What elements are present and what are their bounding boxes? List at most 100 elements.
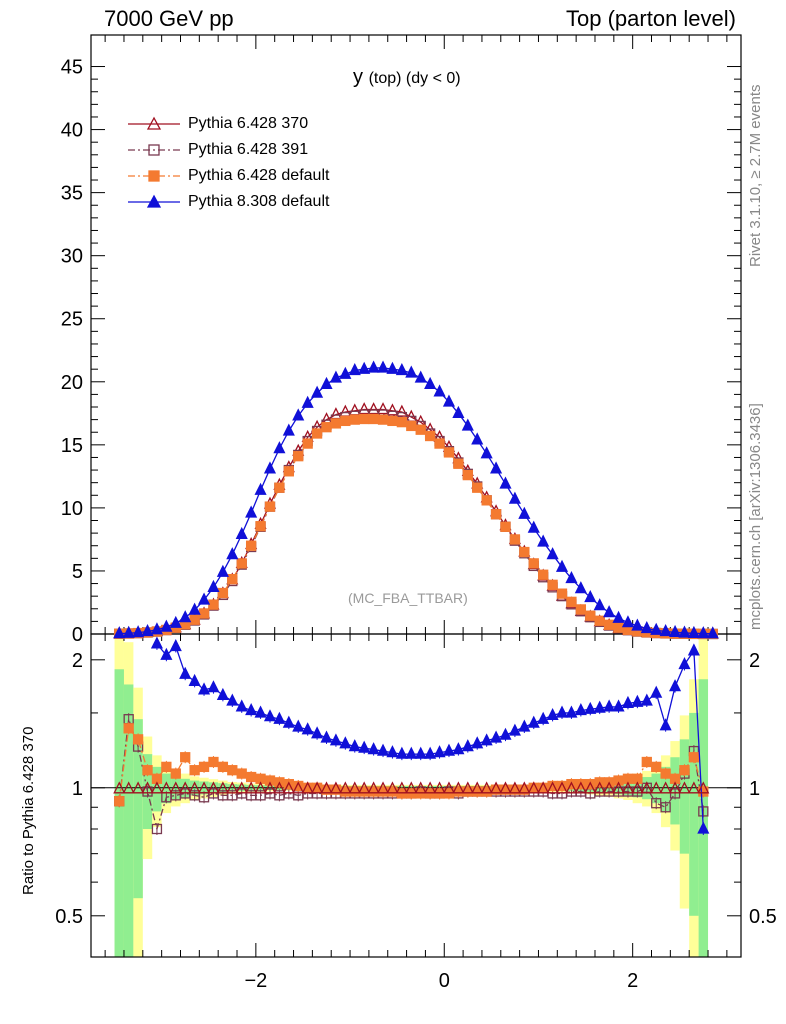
- data-point-p370: [386, 403, 399, 416]
- ratio-y-tick-label: 2: [72, 650, 83, 672]
- ratio-point-p8: [461, 739, 474, 752]
- data-point-p8: [122, 625, 135, 638]
- data-point-p370: [376, 402, 390, 415]
- ratio-point-p370: [405, 781, 418, 794]
- ratio-point-p8: [697, 821, 710, 834]
- data-point-p8: [565, 571, 578, 584]
- ratio-point-p370: [527, 781, 540, 794]
- ratio-point-p8: [188, 673, 201, 686]
- ratio-point-p370: [254, 781, 267, 794]
- ratio-point-p370: [329, 781, 342, 794]
- ratio-point-p370: [160, 781, 173, 794]
- ratio-point-p370: [197, 781, 211, 794]
- ratio-point-pdef: [123, 723, 134, 734]
- data-point-pdef: [424, 430, 436, 442]
- data-point-p8: [499, 476, 512, 489]
- ratio-point-p8: [650, 685, 663, 698]
- data-point-pdef: [443, 447, 455, 458]
- data-point-p8: [650, 622, 663, 635]
- data-point-p8: [339, 366, 352, 379]
- ratio-point-p8: [329, 733, 342, 746]
- ratio-point-p370: [216, 781, 229, 794]
- data-point-pdef: [208, 599, 219, 610]
- uncertainty-band-inner: [133, 719, 143, 899]
- data-point-p8: [311, 385, 324, 398]
- ratio-point-p370: [621, 781, 635, 794]
- data-point-pdef: [264, 501, 276, 512]
- data-point-p8: [273, 441, 286, 454]
- data-point-p8: [358, 361, 371, 374]
- ratio-point-p370: [207, 781, 220, 794]
- ratio-point-p370: [235, 781, 248, 794]
- data-point-p8: [546, 547, 559, 560]
- data-point-pdef: [340, 415, 351, 427]
- ratio-point-p370: [508, 781, 521, 794]
- ratio-point-p370: [471, 781, 484, 794]
- data-point-p8: [245, 505, 258, 518]
- data-point-p8: [471, 432, 484, 445]
- data-point-p8: [612, 610, 625, 623]
- ratio-y-tick-label: 0.5: [55, 906, 83, 928]
- ratio-point-p8: [367, 742, 380, 755]
- data-point-p8: [254, 482, 267, 495]
- data-point-p8: [414, 370, 427, 383]
- data-point-pdef: [349, 414, 360, 425]
- ratio-point-pdef: [227, 765, 238, 776]
- data-point-p8: [395, 362, 408, 376]
- ratio-point-p370: [433, 781, 446, 794]
- ratio-point-p8: [311, 726, 324, 739]
- ratio-point-p370: [490, 781, 503, 794]
- ratio-point-p8: [433, 745, 446, 758]
- ratio-point-p370: [414, 781, 427, 794]
- data-point-p8: [537, 534, 550, 547]
- data-point-p8: [405, 365, 418, 378]
- data-point-p8: [442, 394, 456, 407]
- data-point-p8: [631, 618, 644, 631]
- ratio-point-p8: [245, 703, 258, 716]
- x-tick-label: 2: [627, 970, 638, 992]
- data-point-pdef: [255, 521, 266, 532]
- data-point-pdef: [189, 614, 200, 625]
- data-point-pdef: [368, 413, 379, 425]
- ratio-point-p370: [169, 781, 182, 794]
- data-point-pdef: [594, 615, 605, 626]
- ratio-point-p8: [395, 746, 408, 759]
- data-point-p8: [659, 624, 672, 637]
- ratio-point-p8: [207, 680, 220, 693]
- ratio-point-p8: [565, 705, 578, 718]
- ratio-point-p8: [160, 647, 173, 660]
- ratio-point-p370: [376, 781, 390, 794]
- ratio-y-tick-label: 1: [72, 778, 83, 800]
- ratio-point-pdef: [208, 756, 219, 768]
- ratio-point-p370: [358, 781, 371, 794]
- uncertainty-band-inner: [152, 766, 162, 812]
- ratio-point-p8: [226, 693, 239, 706]
- data-point-p8: [574, 581, 587, 594]
- data-point-p8: [301, 395, 314, 408]
- ratio-point-p8: [358, 740, 371, 753]
- ratio-point-p370: [150, 781, 163, 794]
- ratio-point-p370: [593, 781, 606, 794]
- data-point-pdef: [603, 619, 615, 630]
- data-point-p8: [603, 605, 616, 618]
- ratio-point-p8: [348, 739, 361, 752]
- ratio-point-p8: [537, 711, 550, 724]
- ratio-point-p370: [273, 781, 286, 794]
- data-point-p8: [169, 615, 182, 628]
- ratio-panel-frame: [90, 633, 742, 958]
- data-point-pdef: [585, 610, 596, 621]
- ratio-point-p8: [424, 746, 437, 759]
- data-point-p8: [292, 408, 305, 421]
- ratio-point-p8: [197, 682, 211, 695]
- legend-marker-icon: [128, 170, 180, 182]
- data-point-p8: [669, 624, 682, 638]
- data-point-p8: [461, 418, 474, 431]
- data-point-p8: [197, 592, 211, 605]
- plot-title-sub: (top) (dy < 0): [368, 70, 461, 87]
- ratio-point-p8: [386, 745, 399, 758]
- data-point-p8: [207, 579, 220, 592]
- y-tick-label: 40: [61, 120, 83, 142]
- ratio-point-p8: [376, 743, 390, 756]
- ratio-point-p370: [320, 781, 333, 794]
- ratio-point-p370: [188, 781, 201, 794]
